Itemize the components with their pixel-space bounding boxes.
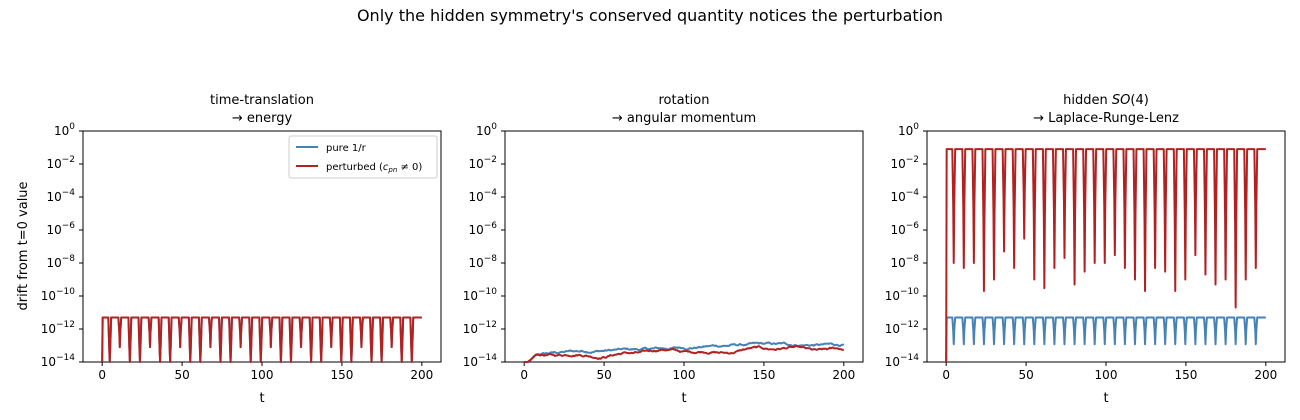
energy-x-tick-label: 50 (174, 368, 189, 382)
angular-momentum-axis-ticks: 0 50 100 150 200 100 10−2 10−4 10−6 10−8 10−10 10−1… (463, 122, 856, 382)
lrl-y-tick-label: 10−2 (890, 155, 919, 171)
lrl-x-tick-label: 200 (1254, 368, 1277, 382)
lrl-y-tick-label: 10−4 (890, 188, 919, 204)
angular-momentum-series-perturbed-line (524, 344, 844, 363)
lrl-y-tick-label: 100 (898, 122, 919, 138)
angular-momentum-y-tick-label: 100 (476, 122, 497, 138)
angular-momentum-series-pure-line (524, 341, 845, 363)
angular-momentum-plot-area (504, 130, 864, 363)
energy-x-tick-label: 200 (410, 368, 433, 382)
angular-momentum-x-axis-label: t (681, 391, 686, 406)
energy-panel: time-translation → energy t drift from t… (16, 93, 442, 406)
energy-x-tick-label: 0 (98, 368, 106, 382)
lrl-y-tick-label: 10−12 (885, 320, 919, 336)
angular-momentum-x-tick-label: 50 (596, 368, 611, 382)
angular-momentum-x-tick-label: 150 (752, 368, 775, 382)
lrl-x-axis-label: t (1103, 391, 1108, 406)
y-axis-label: drift from t=0 value (16, 181, 31, 310)
angular-momentum-panel-title-line1: rotation (659, 93, 710, 108)
legend-box (288, 135, 438, 179)
angular-momentum-y-tick-label: 10−2 (468, 155, 497, 171)
lrl-series-pure-line (945, 316, 1266, 363)
legend-label-pure: pure 1/r (326, 143, 367, 154)
lrl-panel-title-line2: → Laplace-Runge-Lenz (1033, 111, 1179, 126)
lrl-panel: hidden SO(4) → Laplace-Runge-Lenz t 0 50 1… (885, 93, 1286, 406)
energy-panel-title-line1: time-translation (210, 93, 314, 108)
lrl-series-perturbed-line (945, 148, 1266, 363)
lrl-y-tick-label: 10−8 (890, 254, 919, 270)
angular-momentum-panel-title-line2: → angular momentum (612, 111, 756, 126)
angular-momentum-x-tick-label: 100 (673, 368, 696, 382)
energy-y-tick-label: 10−14 (41, 353, 76, 369)
angular-momentum-y-tick-label: 10−8 (468, 254, 497, 270)
legend: pure 1/r perturbed (cpn ≠ 0) (288, 135, 438, 179)
energy-series-perturbed-line (101, 316, 422, 363)
angular-momentum-x-tick-label: 200 (832, 368, 855, 382)
lrl-x-tick-label: 0 (942, 368, 950, 382)
angular-momentum-y-tick-label: 10−10 (463, 287, 498, 303)
energy-y-tick-label: 10−2 (46, 155, 75, 171)
energy-x-tick-label: 150 (330, 368, 353, 382)
energy-axis-ticks: 0 50 100 150 200 100 10−2 10−4 10−6 10−8 10−10 10−1… (41, 122, 434, 382)
angular-momentum-y-tick-label: 10−6 (468, 221, 497, 237)
energy-y-tick-label: 10−4 (46, 188, 75, 204)
lrl-series-lines (945, 148, 1266, 363)
lrl-axis-ticks: 0 50 100 150 200 100 10−2 10−4 10−6 10−8 10−10 10−1… (885, 122, 1278, 382)
angular-momentum-y-tick-label: 10−4 (468, 188, 497, 204)
lrl-y-tick-label: 10−10 (885, 287, 920, 303)
figure-title: Only the hidden symmetry's conserved qua… (356, 6, 944, 25)
energy-y-tick-label: 10−10 (41, 287, 76, 303)
energy-x-tick-label: 100 (251, 368, 274, 382)
lrl-panel-title-line1: hidden SO(4) (1063, 93, 1149, 108)
energy-panel-title-line2: → energy (232, 111, 293, 126)
energy-y-tick-label: 10−12 (41, 320, 75, 336)
lrl-x-tick-label: 50 (1018, 368, 1033, 382)
angular-momentum-y-tick-label: 10−14 (463, 353, 498, 369)
lrl-x-tick-label: 150 (1174, 368, 1197, 382)
lrl-y-tick-label: 10−14 (885, 353, 920, 369)
lrl-x-tick-label: 100 (1095, 368, 1118, 382)
angular-momentum-y-tick-label: 10−12 (463, 320, 497, 336)
energy-y-tick-label: 10−6 (46, 221, 75, 237)
energy-series-lines (101, 316, 422, 363)
angular-momentum-panel: rotation → angular momentum t 0 50 100 150 2… (463, 93, 864, 406)
energy-y-tick-label: 10−8 (46, 254, 75, 270)
angular-momentum-series-lines (524, 341, 845, 363)
legend-label-perturbed: perturbed (cpn ≠ 0) (326, 162, 422, 174)
energy-y-tick-label: 100 (54, 122, 75, 138)
energy-x-axis-label: t (259, 391, 264, 406)
lrl-y-tick-label: 10−6 (890, 221, 919, 237)
angular-momentum-x-tick-label: 0 (520, 368, 528, 382)
